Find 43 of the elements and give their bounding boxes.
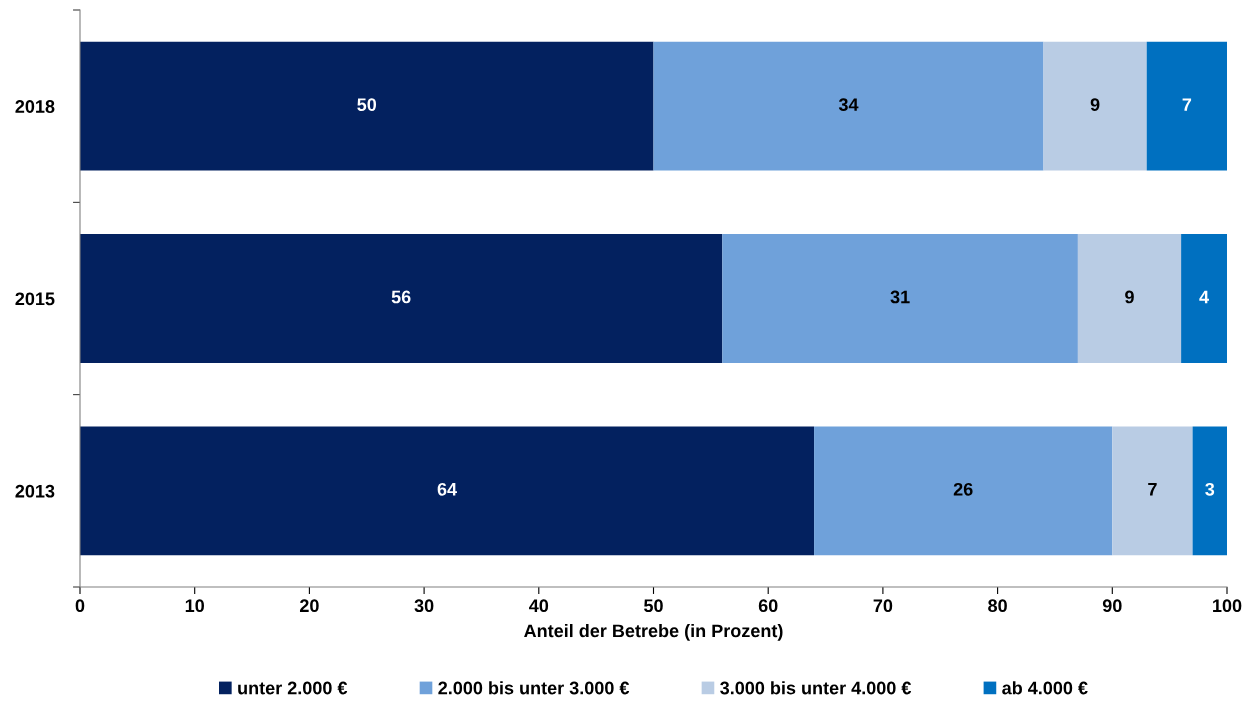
data-label: 7 (1148, 483, 1157, 496)
bar (1077, 234, 1182, 363)
bar (1181, 234, 1227, 363)
x-tick-label: 80 (988, 599, 1007, 613)
bar (814, 426, 1113, 556)
bar (1112, 426, 1193, 556)
data-label: 64 (437, 482, 457, 496)
bar (1043, 41, 1147, 171)
legend-label: unter 2.000 € (238, 681, 348, 695)
x-tick-label: 100 (1213, 599, 1242, 613)
data-label: 7 (1182, 98, 1192, 111)
x-tick-label: 90 (1102, 599, 1122, 613)
bar (1146, 41, 1227, 171)
bar (80, 41, 654, 171)
x-tick-label: 20 (299, 599, 319, 613)
bar (653, 41, 1044, 171)
bar (80, 426, 815, 556)
data-label: 9 (1090, 98, 1100, 112)
y-tick-label: 2013 (15, 484, 55, 498)
x-tick-label: 0 (75, 599, 85, 613)
x-axis-title: Anteil der Betrebe (in Prozent) (524, 623, 783, 641)
data-label: 3 (1205, 482, 1215, 496)
data-label: 4 (1199, 290, 1209, 304)
x-tick-label: 50 (644, 599, 663, 613)
x-tick-label: 70 (873, 599, 893, 613)
legend-label: 2.000 bis unter 3.000 € (438, 681, 630, 695)
x-tick-label: 30 (414, 599, 434, 613)
y-tick-label: 2018 (15, 100, 55, 113)
y-tick-label: 2015 (15, 292, 55, 306)
data-label: 34 (838, 98, 859, 112)
data-label: 9 (1125, 290, 1134, 304)
x-tick-label: 60 (758, 599, 778, 613)
data-label: 56 (391, 290, 411, 304)
legend-label: ab 4.000 € (1002, 681, 1088, 695)
x-tick-label: 10 (185, 599, 204, 613)
x-tick-label: 40 (529, 599, 549, 613)
legend-label: 3.000 bis unter 4.000 € (720, 681, 912, 695)
data-label: 50 (357, 98, 377, 112)
data-label: 31 (890, 290, 910, 304)
bar (1192, 426, 1227, 556)
data-label: 26 (953, 482, 973, 496)
bar (722, 234, 1078, 363)
bar (80, 234, 723, 363)
